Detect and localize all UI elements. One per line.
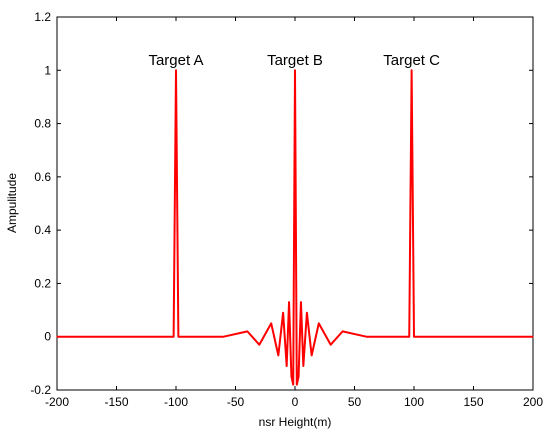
data-point (318, 322, 320, 324)
y-axis: -0.2 0 0.2 0.4 0.6 0.8 1 1.2 (30, 10, 533, 397)
series-group (56, 69, 534, 386)
data-point (258, 344, 260, 346)
data-point (330, 344, 332, 346)
data-point (223, 336, 225, 338)
data-point (408, 336, 410, 338)
x-axis-label: nsr Height(m) (259, 415, 332, 429)
x-axis: -200 -150 -100 -50 0 50 100 150 200 (45, 17, 543, 409)
y-tick-label: 1 (44, 63, 51, 77)
y-tick-label: -0.2 (30, 383, 51, 397)
data-point (173, 336, 175, 338)
data-point (296, 384, 298, 386)
data-point (311, 354, 313, 356)
data-point (300, 301, 302, 303)
x-tick-label: -200 (45, 395, 69, 409)
x-tick-label: -100 (164, 395, 188, 409)
annotations: Target A Target B Target C (148, 52, 440, 69)
data-point (290, 376, 293, 378)
data-point (277, 354, 279, 356)
x-tick-label: -150 (104, 395, 128, 409)
data-point (115, 336, 118, 338)
x-tick-label: 0 (292, 395, 299, 409)
data-point (288, 301, 290, 303)
data-point (292, 384, 294, 386)
y-tick-label: 0.8 (34, 117, 51, 131)
data-point (342, 330, 344, 332)
data-point (413, 336, 415, 338)
data-point (401, 336, 403, 338)
data-point (286, 365, 288, 367)
data-point (425, 336, 427, 338)
y-tick-label: 0.2 (34, 276, 51, 290)
data-point (175, 69, 177, 71)
data-point (306, 312, 308, 314)
y-tick-label: 0 (44, 330, 51, 344)
annotation-target-1: Target B (267, 52, 323, 69)
x-tick-label: 100 (404, 395, 424, 409)
x-tick-label: 50 (348, 395, 362, 409)
y-tick-label: 0.4 (34, 223, 51, 237)
x-tick-label: 150 (463, 395, 483, 409)
annotation-target-2: Target C (383, 52, 440, 69)
data-point (472, 336, 475, 338)
y-tick-label: 1.2 (34, 10, 51, 24)
data-point (282, 312, 284, 314)
data-point (56, 336, 58, 338)
data-point (532, 336, 534, 338)
y-tick-label: 0.6 (34, 170, 51, 184)
data-point (246, 330, 248, 332)
x-tick-label: -50 (227, 395, 245, 409)
data-point (302, 365, 304, 367)
data-point (297, 376, 300, 378)
y-axis-label: Ampulitude (5, 173, 19, 233)
data-point (411, 69, 413, 71)
annotation-target-0: Target A (148, 52, 203, 69)
data-point (177, 336, 179, 338)
data-point (365, 336, 367, 338)
data-point (270, 322, 272, 324)
data-point (163, 336, 165, 338)
data-point (187, 336, 189, 338)
data-point (294, 69, 296, 71)
x-tick-label: 200 (523, 395, 543, 409)
